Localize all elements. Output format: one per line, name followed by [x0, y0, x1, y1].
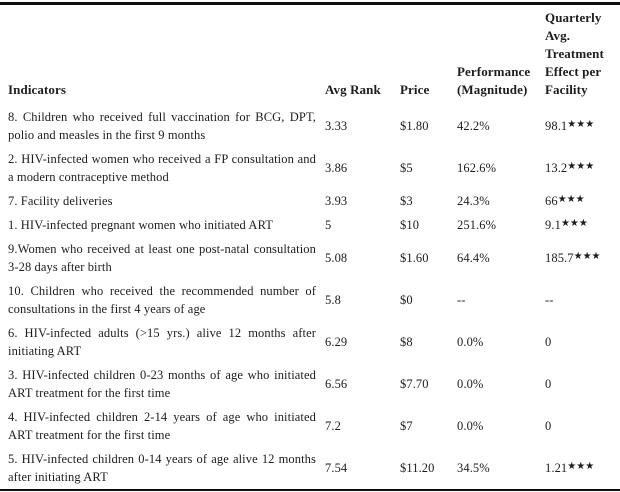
significance-stars: ★★★: [567, 119, 595, 130]
effect-cell: 0: [545, 405, 620, 447]
indicator-cell: 4. HIV-infected children 2-14 years of a…: [8, 410, 316, 442]
avg-rank-cell: 3.33: [325, 119, 348, 133]
performance-cell: 64.4%: [457, 251, 490, 265]
effect-value: 0: [545, 419, 552, 433]
avg-rank-cell: 5.8: [325, 293, 341, 307]
indicator-cell: 8. Children who received full vaccinatio…: [8, 110, 316, 142]
effect-cell: 1.21★★★: [545, 447, 620, 490]
avg-rank-cell: 3.86: [325, 161, 348, 175]
indicator-cell: 1. HIV-infected pregnant women who initi…: [8, 218, 273, 232]
avg-rank-cell: 3.93: [325, 194, 348, 208]
price-cell: $11.20: [400, 461, 435, 475]
col-header-avg-rank: Avg Rank: [325, 82, 381, 97]
indicator-cell: 5. HIV-infected children 0-14 years of a…: [8, 452, 316, 484]
table-row: 3. HIV-infected children 0-23 months of …: [0, 363, 620, 405]
price-cell: $7.70: [400, 377, 429, 391]
price-cell: $1.60: [400, 251, 429, 265]
performance-cell: 162.6%: [457, 161, 497, 175]
indicator-cell: 7. Facility deliveries: [8, 194, 113, 208]
effect-cell: --: [545, 279, 620, 321]
performance-cell: 251.6%: [457, 218, 497, 232]
indicator-cell: 2. HIV-infected women who received a FP …: [8, 152, 316, 184]
price-cell: $8: [400, 335, 413, 349]
effect-cell: 98.1★★★: [545, 105, 620, 147]
significance-stars: ★★★: [567, 161, 595, 172]
effect-cell: 0: [545, 321, 620, 363]
indicator-cell: 6. HIV-infected adults (>15 yrs.) alive …: [8, 326, 316, 358]
header-row: Indicators Avg Rank Price Performance (M…: [0, 4, 620, 106]
col-header-indicators: Indicators: [8, 82, 67, 97]
performance-cell: 42.2%: [457, 119, 490, 133]
table-row: 9.Women who received at least one post-n…: [0, 237, 620, 279]
table-row: 6. HIV-infected adults (>15 yrs.) alive …: [0, 321, 620, 363]
performance-cell: 0.0%: [457, 377, 484, 391]
effect-value: 9.1: [545, 218, 561, 232]
col-header-performance: Performance (Magnitude): [457, 64, 531, 97]
significance-stars: ★★★: [573, 251, 601, 262]
effect-value: 0: [545, 377, 552, 391]
effect-value: 98.1: [545, 119, 568, 133]
effect-cell: 0: [545, 363, 620, 405]
performance-cell: 0.0%: [457, 419, 484, 433]
price-cell: $0: [400, 293, 413, 307]
table-row: 2. HIV-infected women who received a FP …: [0, 147, 620, 189]
significance-stars: ★★★: [557, 194, 585, 205]
avg-rank-cell: 7.54: [325, 461, 348, 475]
effect-value: --: [545, 293, 554, 307]
table-row: 10. Children who received the recommende…: [0, 279, 620, 321]
col-header-price: Price: [400, 82, 430, 97]
effect-value: 1.21: [545, 461, 568, 475]
price-cell: $10: [400, 218, 420, 232]
col-header-quarterly-effect: Quarterly Avg. Treatment Effect per Faci…: [545, 10, 604, 97]
price-cell: $1.80: [400, 119, 429, 133]
effect-cell: 185.7★★★: [545, 237, 620, 279]
table-row: 1. HIV-infected pregnant women who initi…: [0, 213, 620, 237]
effect-value: 66: [545, 194, 558, 208]
effect-cell: 66★★★: [545, 189, 620, 213]
indicator-cell: 3. HIV-infected children 0-23 months of …: [8, 368, 316, 400]
avg-rank-cell: 6.56: [325, 377, 348, 391]
effect-value: 185.7: [545, 251, 574, 265]
avg-rank-cell: 5: [325, 218, 332, 232]
performance-cell: --: [457, 293, 466, 307]
performance-cell: 0.0%: [457, 335, 484, 349]
significance-stars: ★★★: [567, 461, 595, 472]
table-row: 8. Children who received full vaccinatio…: [0, 105, 620, 147]
price-cell: $3: [400, 194, 413, 208]
table-row: 7. Facility deliveries 3.93 $3 24.3% 66★…: [0, 189, 620, 213]
effect-cell: 9.1★★★: [545, 213, 620, 237]
effect-value: 13.2: [545, 161, 568, 175]
indicator-cell: 9.Women who received at least one post-n…: [8, 242, 316, 274]
avg-rank-cell: 5.08: [325, 251, 348, 265]
price-cell: $7: [400, 419, 413, 433]
performance-cell: 24.3%: [457, 194, 490, 208]
avg-rank-cell: 7.2: [325, 419, 341, 433]
table-row: 5. HIV-infected children 0-14 years of a…: [0, 447, 620, 490]
table-row: 4. HIV-infected children 2-14 years of a…: [0, 405, 620, 447]
effect-value: 0: [545, 335, 552, 349]
effect-cell: 13.2★★★: [545, 147, 620, 189]
avg-rank-cell: 6.29: [325, 335, 348, 349]
performance-cell: 34.5%: [457, 461, 490, 475]
price-cell: $5: [400, 161, 413, 175]
indicator-cell: 10. Children who received the recommende…: [8, 284, 316, 316]
significance-stars: ★★★: [560, 218, 588, 229]
